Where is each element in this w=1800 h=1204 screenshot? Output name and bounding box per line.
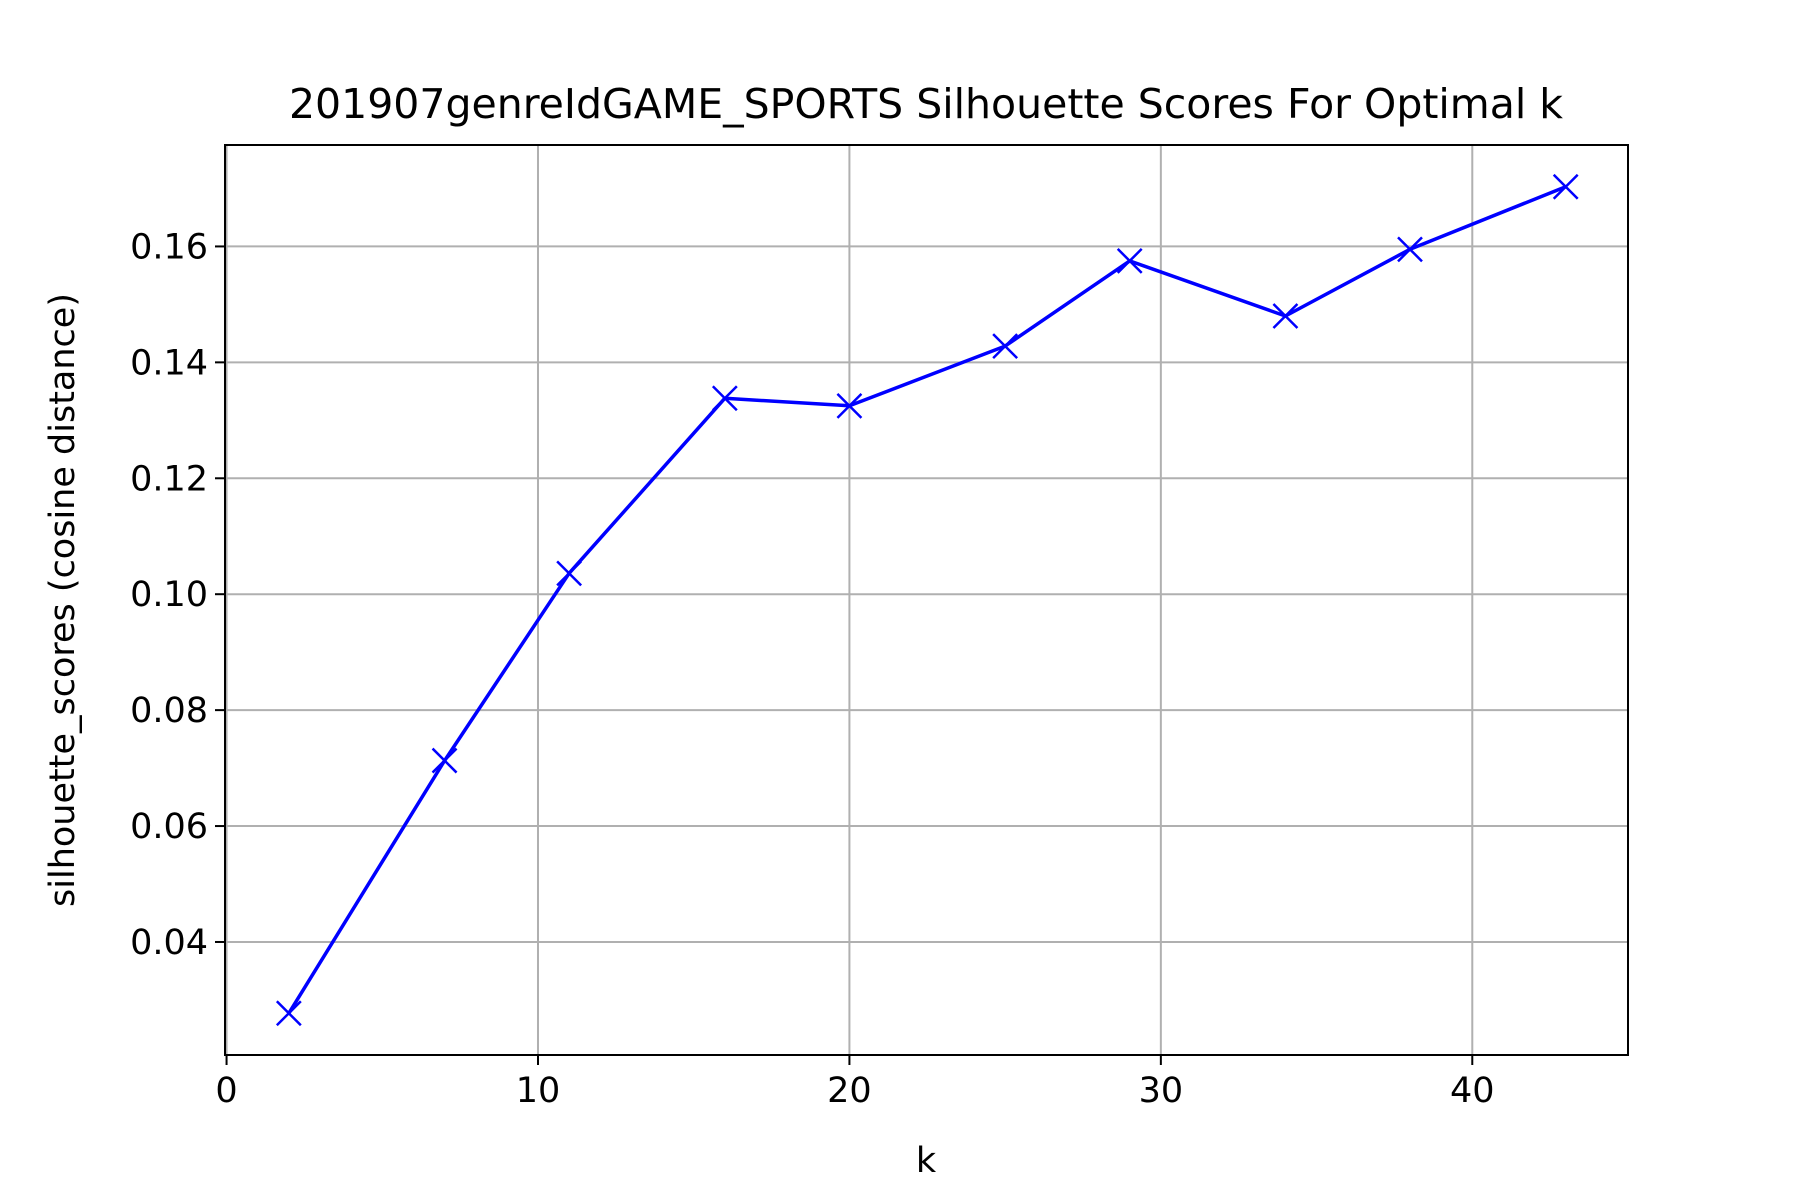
y-tick-label: 0.08 [130,691,208,731]
y-tick-label: 0.04 [130,923,208,963]
series-line [287,185,1567,1015]
data-point-marker [1272,303,1299,329]
chart-title: 201907genreIdGAME_SPORTS Silhouette Scor… [289,80,1563,128]
data-point-marker [836,392,863,419]
plot-frame [224,144,1629,1056]
data-point-marker [1552,173,1579,200]
x-tick-label: 40 [1450,1071,1495,1111]
y-tick-label: 0.06 [130,807,208,847]
grid [225,145,1628,1055]
y-tick-label: 0.10 [130,575,208,615]
x-tick-label: 30 [1139,1071,1184,1111]
y-tick-label: 0.16 [130,227,208,267]
data-point-marker [275,1000,302,1027]
x-tick-label: 20 [827,1071,872,1111]
data-point-marker [1116,248,1143,274]
x-tick-label: 10 [516,1071,561,1111]
series-layer [275,173,1579,1027]
data-point-marker [992,333,1019,360]
x-tick-label: 0 [215,1071,237,1111]
data-point-marker [556,560,583,587]
data-point-marker [431,747,458,774]
data-point-marker [1397,236,1423,263]
y-tick-label: 0.12 [130,459,208,499]
ticks: 0 10 20 30 40 0.04 0.06 0.08 0.10 0.12 0.14 0.16 [130,227,1494,1111]
y-tick-label: 0.14 [130,343,208,383]
x-axis-label: k [916,1141,937,1181]
y-axis-label: silhouette_scores (cosine distance) [43,293,83,907]
data-point-marker [711,385,738,412]
